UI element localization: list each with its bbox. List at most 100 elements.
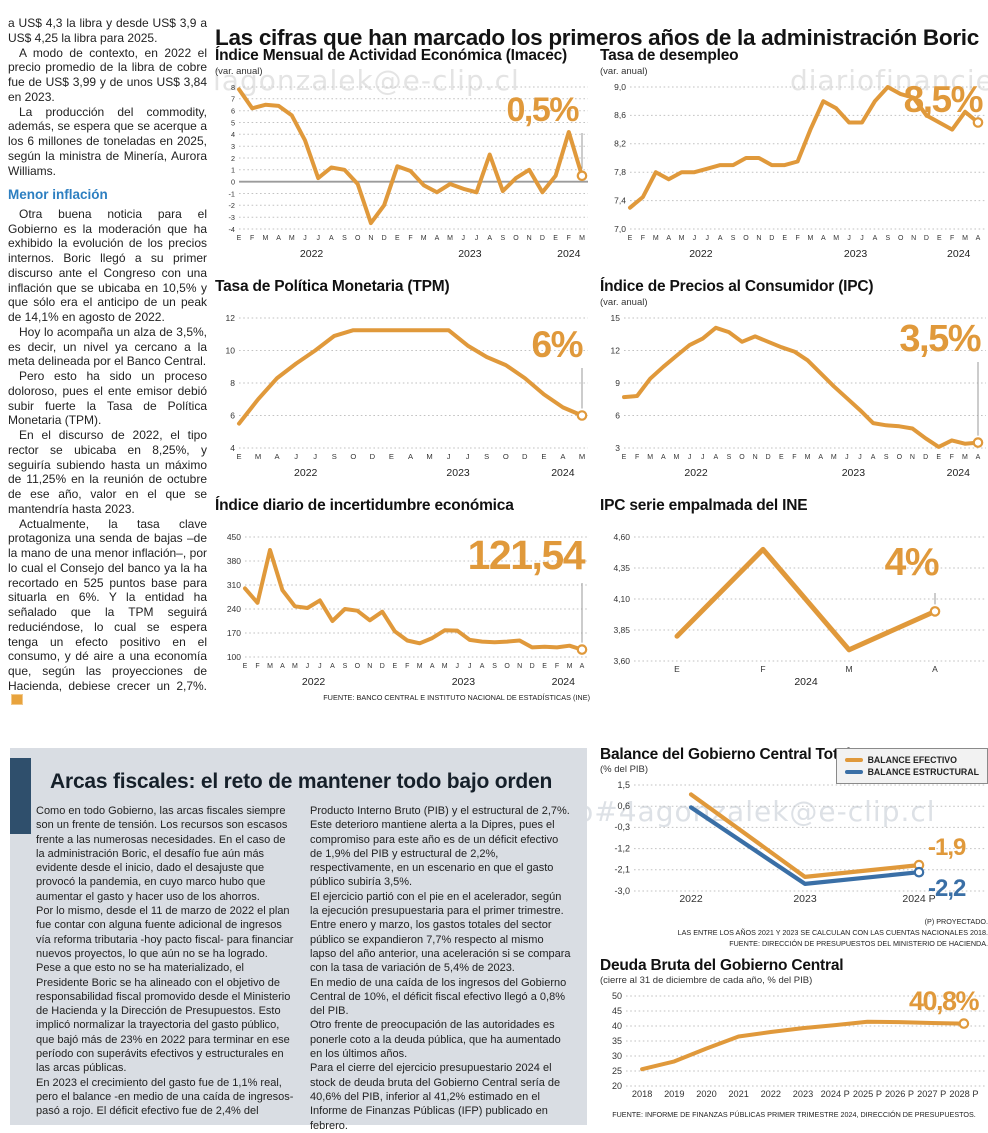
svg-text:A: A (560, 452, 566, 461)
svg-text:F: F (950, 454, 954, 461)
efectivo-swatch-icon (844, 758, 863, 762)
svg-text:4,35: 4,35 (613, 563, 630, 573)
svg-text:15: 15 (611, 313, 621, 323)
svg-text:M: M (962, 235, 968, 242)
svg-text:4: 4 (231, 130, 235, 139)
svg-text:M: M (417, 663, 423, 670)
svg-text:M: M (262, 235, 268, 242)
article-paragraph: Pero esto ha sido un proceso doloroso, p… (8, 369, 207, 428)
fiscal-paragraph: Producto Interno Bruto (PIB) y el estruc… (310, 805, 570, 889)
ipc-plot: 15 12 9 6 3 E F M A M J J A S O N D E F M A M J J A S O N D E F M A 2022 2… (600, 310, 988, 483)
fiscal-paragraph: Por lo mismo, desde el 11 de marzo de 20… (36, 905, 294, 960)
svg-text:6: 6 (231, 107, 235, 116)
svg-text:2023: 2023 (842, 467, 866, 478)
article-paragraph: Otra buena noticia para el Gobierno es l… (8, 206, 207, 325)
svg-text:2024: 2024 (552, 676, 576, 687)
svg-text:8: 8 (231, 83, 235, 92)
svg-text:3,85: 3,85 (613, 625, 630, 635)
svg-text:D: D (530, 663, 535, 670)
svg-text:2022: 2022 (684, 467, 708, 478)
svg-text:O: O (503, 452, 509, 461)
svg-text:A: A (408, 452, 414, 461)
svg-text:J: J (701, 454, 705, 461)
svg-text:A: A (275, 452, 281, 461)
svg-text:50: 50 (612, 991, 622, 1001)
chart-deuda: Deuda Bruta del Gobierno Central (cierre… (600, 957, 988, 1119)
svg-text:-1,2: -1,2 (614, 843, 630, 853)
svg-text:J: J (455, 663, 459, 670)
svg-text:E: E (542, 663, 547, 670)
svg-text:M: M (255, 452, 261, 461)
svg-text:M: M (579, 235, 585, 242)
svg-text:M: M (292, 663, 298, 670)
fiscal-paragraph: En medio de una caída de los ingresos de… (310, 976, 567, 1018)
svg-text:A: A (480, 663, 485, 670)
svg-text:4,10: 4,10 (613, 594, 630, 604)
article-paragraph: a US$ 4,3 la libra y desde US$ 3,9 a US$… (8, 16, 207, 45)
chart-subtitle: (var. anual) (600, 66, 648, 77)
svg-text:J: J (294, 452, 298, 461)
svg-text:8: 8 (230, 378, 235, 388)
svg-text:E: E (392, 663, 397, 670)
svg-text:A: A (276, 235, 281, 242)
svg-text:D: D (370, 452, 376, 461)
imacec-latest-value: 0,5% (506, 91, 580, 129)
svg-text:25: 25 (612, 1066, 622, 1076)
svg-text:2022: 2022 (300, 248, 324, 259)
svg-text:J: J (693, 235, 697, 242)
svg-text:D: D (924, 235, 929, 242)
svg-text:J: J (688, 454, 692, 461)
chart-subtitle (215, 516, 590, 527)
svg-text:F: F (405, 663, 409, 670)
svg-text:M: M (831, 454, 837, 461)
chart-title: Índice diario de incertidumbre económica (215, 497, 514, 514)
svg-text:J: J (303, 235, 307, 242)
chart-subtitle: (var. anual) (600, 297, 648, 308)
svg-text:D: D (540, 235, 545, 242)
svg-text:N: N (753, 454, 758, 461)
svg-text:2024: 2024 (551, 467, 575, 478)
svg-text:J: J (468, 663, 472, 670)
svg-text:2023: 2023 (452, 676, 476, 687)
panel-accent-bar (10, 758, 31, 834)
imacec-plot: 8 7 6 5 4 3 2 1 0 -1 -2 -3 -4 E F M A M J J A S O N D E F M A M J J A S O N… (215, 79, 590, 264)
svg-text:-2,2: -2,2 (928, 875, 966, 902)
svg-text:S: S (727, 454, 732, 461)
svg-text:0,6: 0,6 (617, 801, 630, 811)
svg-text:-3,0: -3,0 (614, 886, 630, 896)
svg-text:M: M (807, 235, 813, 242)
watermark-email: iagonzalek@e-clip.cl (213, 64, 520, 97)
svg-text:N: N (527, 235, 532, 242)
svg-text:A: A (713, 454, 718, 461)
chart-imacec: Índice Mensual de Actividad Económica (I… (215, 47, 590, 264)
svg-text:2024: 2024 (557, 248, 581, 259)
article-paragraph: En el discurso de 2022, el tipo rector s… (8, 428, 207, 516)
svg-text:N: N (368, 235, 373, 242)
svg-text:2024: 2024 (794, 676, 818, 687)
svg-text:E: E (622, 454, 627, 461)
svg-text:5: 5 (231, 118, 235, 127)
svg-text:N: N (911, 235, 916, 242)
svg-text:M: M (567, 663, 573, 670)
svg-text:J: J (447, 452, 451, 461)
fiscal-text-col2: Producto Interno Bruto (PIB) y el estruc… (310, 804, 571, 1133)
legend-label: BALANCE ESTRUCTURAL (867, 767, 979, 777)
svg-text:E: E (779, 454, 784, 461)
svg-text:A: A (280, 663, 285, 670)
svg-text:1,5: 1,5 (617, 780, 630, 790)
svg-text:9,0: 9,0 (614, 82, 626, 92)
chart-title: Índice Mensual de Actividad Económica (I… (215, 47, 568, 64)
svg-text:A: A (871, 454, 876, 461)
svg-text:-2: -2 (229, 201, 236, 210)
svg-text:-4: -4 (229, 225, 236, 234)
svg-text:S: S (884, 454, 889, 461)
svg-text:2028 P: 2028 P (949, 1089, 978, 1099)
svg-text:E: E (553, 235, 558, 242)
svg-text:2020: 2020 (696, 1089, 716, 1099)
svg-text:0: 0 (231, 178, 235, 187)
deuda-latest-value: 40,8% (908, 986, 980, 1017)
svg-text:D: D (380, 663, 385, 670)
svg-text:A: A (718, 235, 723, 242)
svg-text:E: E (936, 454, 941, 461)
